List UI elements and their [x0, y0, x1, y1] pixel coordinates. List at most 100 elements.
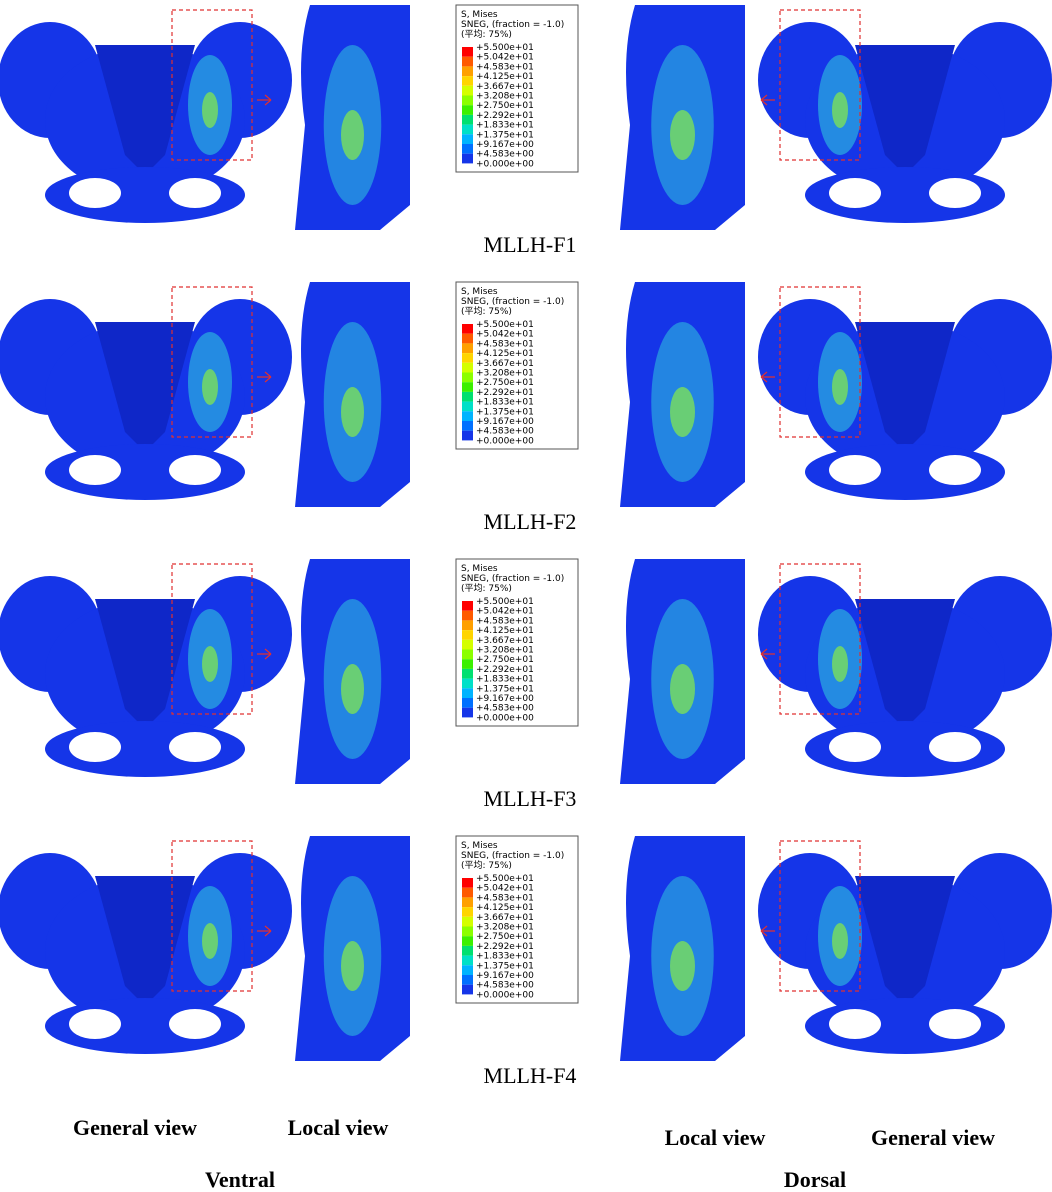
legend-swatch: [462, 639, 473, 650]
stress-peak: [341, 941, 364, 991]
legend-value: +1.833e+01: [476, 675, 534, 685]
legend-value: +1.375e+01: [476, 961, 534, 971]
legend-value: +4.583e+00: [476, 981, 534, 991]
row-label: MLLH-F3: [484, 786, 577, 811]
legend-value: +3.208e+01: [476, 369, 534, 379]
legend-header: S, Mises: [461, 10, 498, 20]
legend-header: SNEG, (fraction = -1.0): [461, 20, 564, 30]
legend-value: +3.208e+01: [476, 923, 534, 933]
legend-swatch: [462, 421, 473, 431]
legend-value: +9.167e+00: [476, 417, 534, 427]
stress-peak: [202, 923, 218, 959]
stress-peak: [202, 369, 218, 405]
arrow: [760, 94, 775, 106]
legend-value: +4.583e+01: [476, 893, 534, 903]
foramen: [829, 732, 881, 762]
legend-swatch: [462, 620, 473, 631]
stress-peak: [832, 923, 848, 959]
pelvis-general-view: [0, 9, 292, 223]
legend-value: +4.583e+01: [476, 339, 534, 349]
legend-swatch: [462, 887, 473, 898]
legend-value: +1.833e+01: [476, 398, 534, 408]
legend-swatch: [462, 401, 473, 412]
legend-value: +4.125e+01: [476, 72, 534, 82]
foramen: [169, 1009, 221, 1039]
legend-swatch: [462, 965, 473, 975]
legend-value: +4.583e+00: [476, 704, 534, 714]
legend-swatch: [462, 688, 473, 698]
legend-value: +9.167e+00: [476, 140, 534, 150]
legend-value: +0.000e+00: [476, 159, 534, 169]
sacrum: [855, 45, 955, 175]
stress-peak: [341, 664, 364, 714]
legend-header: (平均: 75%): [461, 305, 512, 317]
foramen: [69, 1009, 121, 1039]
legend-swatch: [462, 897, 473, 908]
arrow: [257, 925, 272, 937]
sacrum: [95, 45, 195, 175]
legend-value: +0.000e+00: [476, 990, 534, 1000]
row-label: MLLH-F4: [484, 1063, 577, 1088]
legend-swatch: [462, 916, 473, 927]
arrow: [760, 925, 775, 937]
highlight-box: [171, 563, 253, 715]
legend-value: +0.000e+00: [476, 713, 534, 723]
legend-value: +3.208e+01: [476, 646, 534, 656]
foramen: [69, 455, 121, 485]
highlight-box: [779, 563, 861, 715]
legend-swatch: [462, 649, 473, 660]
legend-swatch: [462, 66, 473, 77]
legend-value: +4.583e+00: [476, 427, 534, 437]
legend-header: (平均: 75%): [461, 582, 512, 594]
highlight-box: [171, 286, 253, 438]
legend-swatch: [462, 630, 473, 640]
legend-value: +0.000e+00: [476, 436, 534, 446]
sacrum: [95, 599, 195, 729]
pelvis-local-view: [620, 836, 745, 1061]
stress-peak: [832, 92, 848, 128]
legend-swatch: [462, 47, 473, 57]
highlight-box: [779, 9, 861, 161]
foramen: [929, 1009, 981, 1039]
legend-swatch: [462, 76, 473, 86]
legend-value: +4.125e+01: [476, 903, 534, 913]
legend-swatch: [462, 324, 473, 334]
legend-swatch: [462, 362, 473, 373]
arrow: [760, 371, 775, 383]
foramen: [169, 455, 221, 485]
foramen: [829, 1009, 881, 1039]
legend-swatch: [462, 411, 473, 421]
caption: Local view: [665, 1125, 766, 1150]
legend-swatch: [462, 95, 473, 106]
pelvis-local-view: [295, 559, 410, 784]
sacrum: [855, 599, 955, 729]
legend-swatch: [462, 144, 473, 154]
arrow: [760, 648, 775, 660]
pelvis-general-view: [758, 840, 1052, 1054]
legend-value: +4.125e+01: [476, 349, 534, 359]
legend-value: +5.500e+01: [476, 320, 534, 330]
legend-value: +5.042e+01: [476, 884, 534, 894]
foramen: [169, 732, 221, 762]
caption: Dorsal: [784, 1167, 846, 1192]
legend-value: +4.125e+01: [476, 626, 534, 636]
stress-peak: [832, 646, 848, 682]
sacrum: [855, 876, 955, 1006]
caption: Ventral: [205, 1167, 275, 1192]
sacrum: [855, 322, 955, 452]
legend-swatch: [462, 955, 473, 966]
arrow: [257, 94, 272, 106]
stress-peak: [670, 941, 695, 991]
legend-header: SNEG, (fraction = -1.0): [461, 851, 564, 861]
legend-swatch: [462, 134, 473, 144]
legend-swatch: [462, 610, 473, 621]
legend-header: (平均: 75%): [461, 859, 512, 871]
foramen: [169, 178, 221, 208]
legend-value: +3.667e+01: [476, 913, 534, 923]
legend-value: +5.500e+01: [476, 43, 534, 53]
stress-peak: [670, 387, 695, 437]
foramen: [929, 178, 981, 208]
highlight-box: [779, 840, 861, 992]
legend-value: +1.833e+01: [476, 952, 534, 962]
legend-swatch: [462, 343, 473, 354]
